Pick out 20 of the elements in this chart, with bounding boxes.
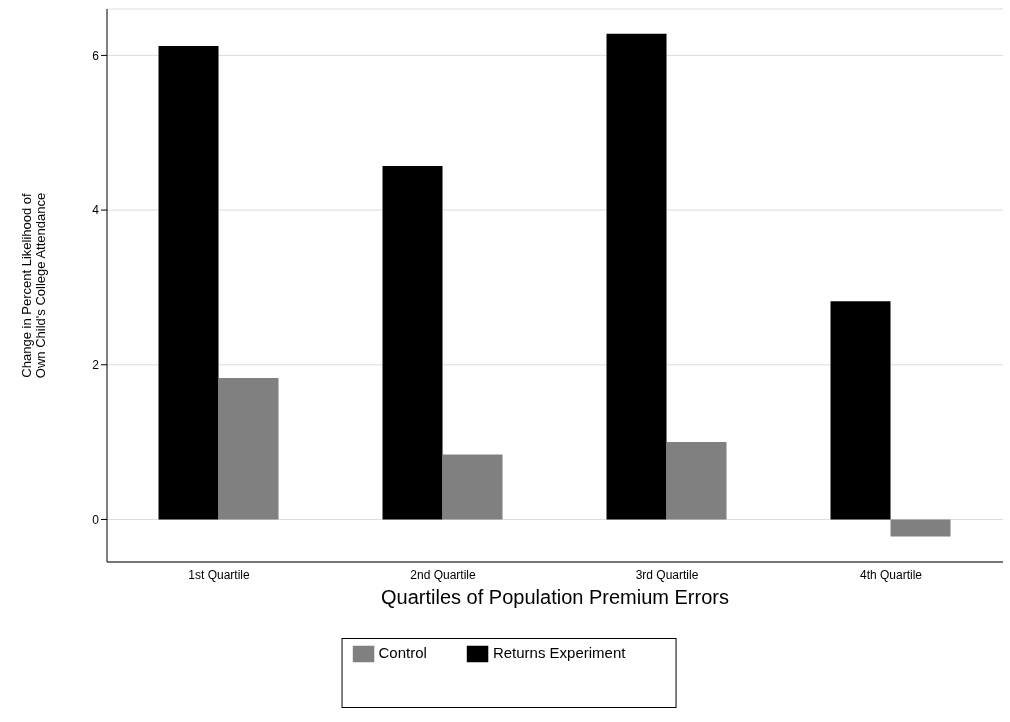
y-tick-label: 2 [92,358,100,373]
legend-label: Returns Experiment [492,643,626,661]
x-axis-title: Quartiles of Population Premium Errors [381,586,729,608]
bar [890,519,951,537]
bar [442,454,503,520]
bar [830,301,891,520]
y-tick-label: 0 [92,512,100,527]
legend-label: Control [378,643,427,661]
bar [382,166,443,520]
bar [158,46,219,520]
bar [666,442,727,520]
x-tick-label: 4th Quartile [859,567,923,582]
bar [606,33,667,520]
x-tick-label: 3rd Quartile [635,567,699,582]
bar [218,377,279,520]
x-tick-label: 1st Quartile [188,567,251,582]
y-axis-title: Change in Percent Likelihood of Own Child's College Attendance [19,192,48,379]
y-tick-label: 4 [92,203,100,218]
x-tick-label: 2nd Quartile [410,567,477,582]
y-tick-label: 6 [92,48,100,63]
